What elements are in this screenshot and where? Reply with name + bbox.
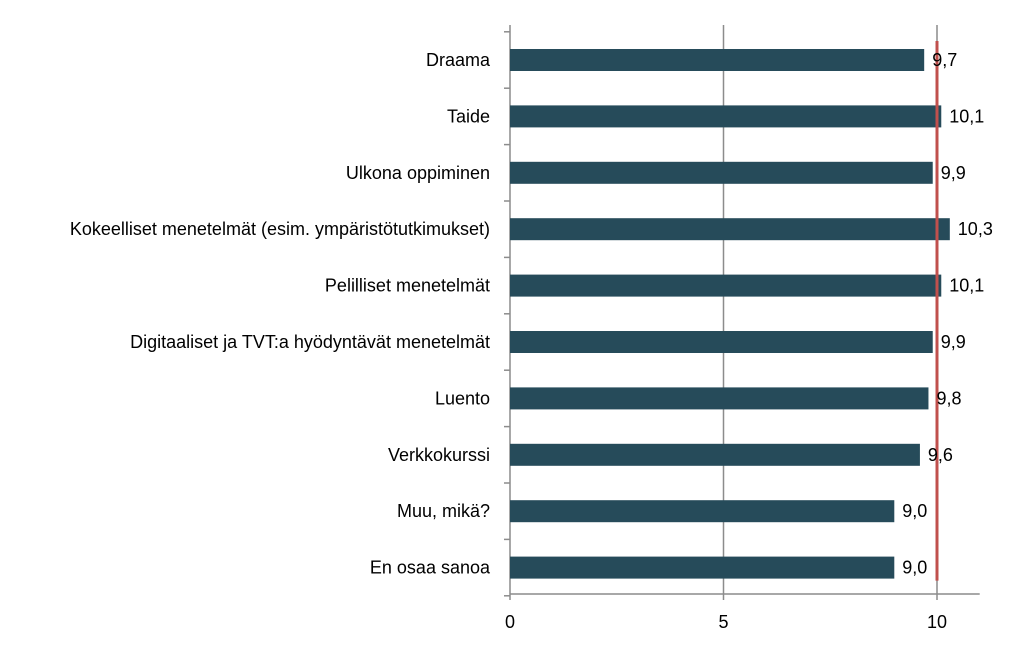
category-label: Ulkona oppiminen (346, 163, 490, 183)
x-tick-label: 0 (505, 612, 515, 632)
x-tick-label: 5 (718, 612, 728, 632)
category-label: Muu, mikä? (397, 501, 490, 521)
bar (510, 105, 942, 128)
bar (510, 161, 933, 184)
data-label: 9,0 (902, 558, 927, 578)
category-label: Digitaaliset ja TVT:a hyödyntävät menete… (130, 332, 490, 352)
bar (510, 331, 933, 353)
data-label: 9,8 (936, 388, 961, 408)
bar (510, 556, 895, 579)
bars (510, 49, 950, 579)
bar (510, 387, 929, 410)
labels: Draama 9,7 Taide 10,1 Ulkona oppiminen 9,9 Kok… (70, 50, 993, 578)
data-label: 9,0 (902, 501, 927, 521)
bar (510, 218, 950, 241)
bar (510, 49, 925, 71)
category-label: Verkkokurssi (388, 445, 490, 465)
data-label: 9,9 (941, 163, 966, 183)
data-label: 10,3 (958, 219, 993, 239)
category-label: Kokeelliset menetelmät (esim. ympäristöt… (70, 219, 490, 239)
category-label: En osaa sanoa (370, 558, 491, 578)
category-label: Pelilliset menetelmät (325, 276, 490, 296)
category-label: Luento (435, 388, 490, 408)
data-label: 10,1 (949, 276, 984, 296)
bar (510, 443, 920, 466)
category-label: Draama (426, 50, 491, 70)
data-label: 9,9 (941, 332, 966, 352)
x-tick-label: 10 (927, 612, 947, 632)
bar (510, 500, 895, 523)
category-label: Taide (447, 106, 490, 126)
bar (510, 274, 942, 297)
axes: 0 5 10 (504, 25, 980, 632)
data-label: 9,6 (928, 445, 953, 465)
data-label: 10,1 (949, 106, 984, 126)
data-label: 9,7 (932, 50, 957, 70)
